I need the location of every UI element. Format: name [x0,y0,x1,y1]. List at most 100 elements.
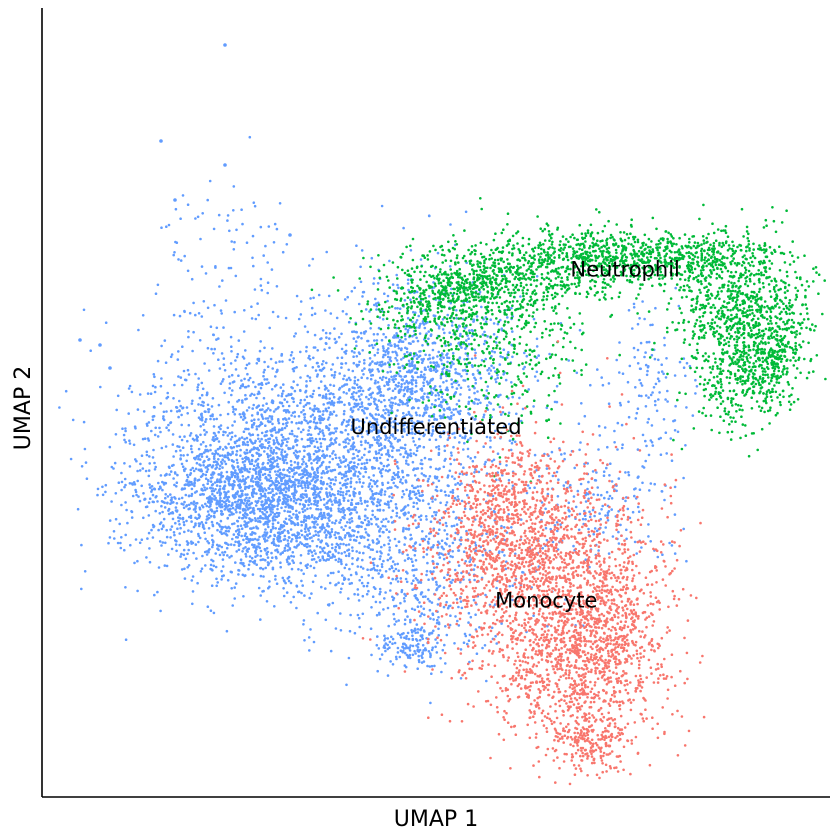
data-point [163,506,167,509]
data-point [206,540,209,543]
data-point [405,350,409,354]
data-point [304,364,307,368]
data-point [453,477,456,481]
data-point [222,363,226,367]
data-point [140,454,144,458]
data-point [198,339,202,342]
data-point [241,550,244,553]
data-point [352,474,356,477]
data-point [451,385,454,389]
data-point [455,516,458,519]
data-point [302,413,306,416]
data-point [287,489,291,492]
data-point [295,443,299,447]
data-point [450,382,454,386]
data-point [443,449,447,453]
data-point [169,409,173,413]
data-point [356,336,360,339]
data-point [310,462,313,465]
data-point [281,360,284,363]
data-point [456,481,460,485]
data-point [278,468,282,472]
data-point [324,528,328,532]
data-point [440,539,444,542]
data-point [223,550,227,554]
data-point [349,485,353,489]
data-point [492,458,496,462]
data-point [207,513,211,516]
data-point [312,640,316,644]
data-point [308,407,312,410]
data-point [470,328,474,332]
data-point [202,423,205,426]
data-point [353,506,357,509]
data-point [169,421,173,424]
data-point [278,537,281,540]
data-point [351,369,355,373]
data-point [473,471,476,474]
data-point [185,504,188,508]
data-point [364,508,367,511]
data-point [210,509,214,513]
data-point [305,350,308,353]
data-point [292,483,295,487]
data-point [412,452,416,455]
data-point [190,530,193,533]
data-point [182,506,186,510]
data-point [467,342,471,346]
data-point [211,492,214,496]
data-point [375,459,378,462]
data-point [175,502,179,505]
data-point [240,534,243,538]
data-point [274,549,277,552]
data-point [246,513,249,517]
data-point [332,571,335,575]
data-point [181,465,185,469]
data-point [230,587,233,590]
data-point [237,438,241,442]
data-point [344,343,348,347]
data-point [311,580,315,584]
data-point [419,322,422,326]
data-point [322,558,326,562]
data-point [458,441,461,444]
data-point [266,563,270,567]
data-point [124,429,127,433]
data-point [216,547,219,550]
data-point [197,478,201,482]
data-point [261,404,265,407]
data-point [219,413,222,417]
data-point [274,408,278,411]
data-point [387,463,390,467]
data-point [333,427,337,430]
data-point [218,499,222,502]
data-point [230,473,233,476]
data-point [445,537,449,540]
data-point [414,453,418,457]
data-point [269,449,273,452]
data-point [284,422,288,425]
data-point [411,490,415,494]
data-point [312,389,316,393]
data-point [406,553,409,557]
data-point [213,498,216,501]
data-point [349,481,353,485]
data-point [218,530,222,534]
data-point [287,486,291,490]
data-point [521,407,525,411]
data-point [395,351,398,355]
data-point [219,424,223,427]
data-point [202,493,205,496]
data-point [281,435,285,439]
data-point [309,457,312,461]
data-point [423,326,427,330]
data-point [178,523,181,526]
data-point [434,364,437,367]
data-point [218,485,222,488]
data-point [194,457,197,461]
data-point [222,433,225,437]
data-point [415,568,418,571]
data-point [254,385,257,389]
data-point [209,567,212,571]
data-point [326,445,329,448]
